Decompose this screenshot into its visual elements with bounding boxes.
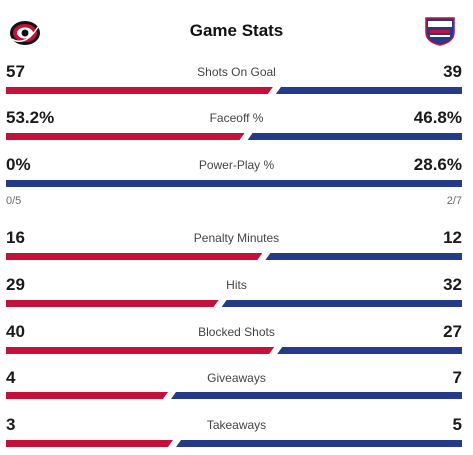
comparison-bar — [6, 300, 462, 307]
home-share-bar — [6, 253, 262, 260]
away-share-bar — [275, 87, 462, 94]
stat-row-power-play-pct: 0% Power-Play % 28.6% 0/5 2/7 — [0, 155, 473, 228]
away-value: 39 — [443, 62, 462, 81]
stat-row-giveaways: 4 Giveaways 7 — [0, 368, 473, 415]
away-value: 28.6% — [413, 155, 462, 174]
stat-label: Hits — [226, 278, 247, 292]
away-power-play-count: 2/7 — [446, 195, 462, 207]
home-share-bar — [6, 133, 245, 140]
stat-label: Power-Play % — [198, 158, 275, 172]
home-value: 16 — [6, 228, 25, 247]
stat-row-takeaways: 3 Takeaways 5 — [0, 415, 473, 455]
away-share-bar — [176, 440, 462, 447]
home-value: 3 — [6, 415, 16, 434]
home-share-bar — [6, 300, 219, 307]
page-title: Game Stats — [189, 21, 284, 40]
comparison-bar — [6, 392, 462, 399]
stat-label: Giveaways — [207, 371, 266, 385]
home-value: 4 — [6, 368, 16, 387]
home-share-bar — [6, 392, 168, 399]
stats-list: 57 Shots On Goal 39 53.2% Faceoff % 46.8… — [0, 62, 473, 455]
game-stats-header: Game Stats — [0, 0, 473, 62]
comparison-bar — [6, 253, 462, 260]
home-value: 40 — [6, 322, 25, 341]
away-share-bar — [170, 392, 462, 399]
away-share-bar — [6, 180, 462, 187]
stat-row-hits: 29 Hits 32 — [0, 275, 473, 322]
stat-label: Takeaways — [206, 418, 267, 432]
stat-label: Shots On Goal — [197, 65, 276, 79]
home-share-bar — [6, 87, 273, 94]
comparison-bar — [6, 133, 462, 140]
comparison-bar — [6, 347, 462, 354]
away-value: 27 — [443, 322, 462, 341]
comparison-bar — [6, 440, 462, 447]
stat-row-faceoff-pct: 53.2% Faceoff % 46.8% — [0, 108, 473, 155]
hurricanes-logo-icon — [10, 21, 40, 45]
home-value: 0% — [6, 155, 31, 174]
home-value: 29 — [6, 275, 25, 294]
home-share-bar — [6, 347, 274, 354]
stat-row-shots-on-goal: 57 Shots On Goal 39 — [0, 62, 473, 108]
away-value: 7 — [452, 368, 462, 387]
away-value: 12 — [443, 228, 462, 247]
comparison-bar — [6, 87, 462, 94]
home-share-bar — [6, 440, 173, 447]
away-share-bar — [265, 253, 462, 260]
stat-row-blocked-shots: 40 Blocked Shots 27 — [0, 322, 473, 368]
comparison-bar — [6, 180, 462, 187]
away-value: 5 — [452, 415, 462, 434]
home-value: 57 — [6, 62, 25, 81]
rangers-logo-icon — [425, 17, 455, 46]
away-share-bar — [221, 300, 462, 307]
home-power-play-count: 0/5 — [6, 195, 22, 207]
away-share-bar — [247, 133, 462, 140]
away-value: 32 — [443, 275, 462, 294]
stat-label: Blocked Shots — [198, 325, 275, 339]
stat-label: Penalty Minutes — [193, 231, 280, 245]
away-share-bar — [277, 347, 462, 354]
away-value: 46.8% — [413, 108, 462, 127]
stat-row-penalty-minutes: 16 Penalty Minutes 12 — [0, 228, 473, 275]
home-value: 53.2% — [6, 108, 55, 127]
stat-label: Faceoff % — [209, 111, 264, 125]
